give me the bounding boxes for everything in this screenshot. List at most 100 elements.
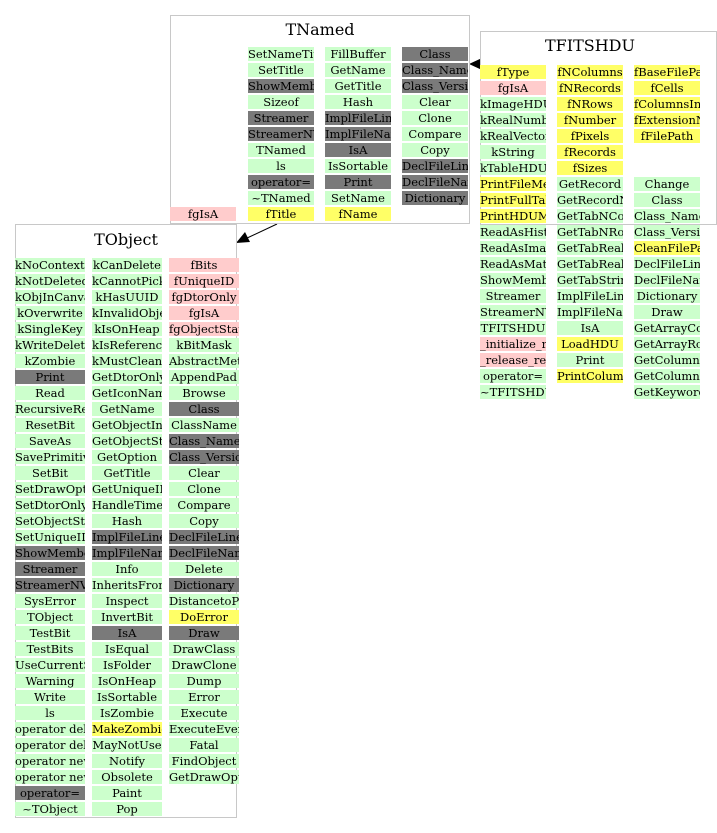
member-tfitshdu-showmembers[interactable]: ShowMembers (480, 273, 546, 287)
member-tobject-resetbit[interactable]: ResetBit (15, 418, 85, 432)
member-tfitshdu-printfilemetadata[interactable]: PrintFileMetadata (480, 177, 546, 191)
member-tfitshdu-getcolumnname[interactable]: GetColumnName (634, 353, 700, 367)
member-tfitshdu-gettabrealvectorcells[interactable]: GetTabRealVectorCells (557, 241, 623, 255)
member-tnamed-tnamed[interactable]: ~TNamed (248, 191, 314, 205)
member-tobject-isequal[interactable]: IsEqual (92, 642, 162, 656)
member-tobject-setbit[interactable]: SetBit (15, 466, 85, 480)
member-tobject-operator-delete[interactable]: operator delete[] (15, 738, 85, 752)
member-tfitshdu-kimagehdu[interactable]: kImageHDU (480, 97, 546, 111)
member-tfitshdu-fncolumns[interactable]: fNColumns (557, 65, 623, 79)
member-tobject-kisreferenced[interactable]: kIsReferenced (92, 338, 162, 352)
member-tnamed-compare[interactable]: Compare (402, 127, 468, 141)
member-tobject-declfileline[interactable]: DeclFileLine (169, 530, 239, 544)
member-tfitshdu-printfulltable[interactable]: PrintFullTable (480, 193, 546, 207)
member-tnamed-operator[interactable]: operator= (248, 175, 314, 189)
member-tfitshdu-getrecord[interactable]: GetRecord (557, 177, 623, 191)
member-tobject-drawclone[interactable]: DrawClone (169, 658, 239, 672)
member-tobject-fbits[interactable]: fBits (169, 258, 239, 272)
member-tfitshdu-fgisa[interactable]: fgIsA (480, 81, 546, 95)
member-tfitshdu-krealvector[interactable]: kRealVector (480, 129, 546, 143)
member-tobject-clone[interactable]: Clone (169, 482, 239, 496)
member-tnamed-settitle[interactable]: SetTitle (248, 63, 314, 77)
member-tobject-knotdeleted[interactable]: kNotDeleted (15, 274, 85, 288)
member-tfitshdu-class-version[interactable]: Class_Version (634, 225, 700, 239)
member-tnamed-class[interactable]: Class (402, 47, 468, 61)
member-tfitshdu-gettabstringcolumn[interactable]: GetTabStringColumn (557, 273, 623, 287)
member-tnamed-class-name[interactable]: Class_Name (402, 63, 468, 77)
member-tobject-kobjincanvas[interactable]: kObjInCanvas (15, 290, 85, 304)
member-tobject-write[interactable]: Write (15, 690, 85, 704)
member-tobject-class-version[interactable]: Class_Version (169, 450, 239, 464)
member-tobject-doerror[interactable]: DoError (169, 610, 239, 624)
member-tnamed-ftitle[interactable]: fTitle (248, 207, 314, 221)
member-tobject-issortable[interactable]: IsSortable (92, 690, 162, 704)
member-tnamed-ls[interactable]: ls (248, 159, 314, 173)
member-tfitshdu-streamer[interactable]: Streamer (480, 289, 546, 303)
member-tnamed-issortable[interactable]: IsSortable (325, 159, 391, 173)
member-tobject-testbits[interactable]: TestBits (15, 642, 85, 656)
member-tobject-dictionary[interactable]: Dictionary (169, 578, 239, 592)
member-tobject-maynotuse[interactable]: MayNotUse (92, 738, 162, 752)
member-tobject-isonheap[interactable]: IsOnHeap (92, 674, 162, 688)
member-tnamed-clone[interactable]: Clone (402, 111, 468, 125)
member-tfitshdu-krealnumber[interactable]: kRealNumber (480, 113, 546, 127)
member-tobject-syserror[interactable]: SysError (15, 594, 85, 608)
member-tobject-fgisa[interactable]: fgIsA (169, 306, 239, 320)
member-tfitshdu-printhdumetadata[interactable]: PrintHDUMetadata (480, 209, 546, 223)
member-tnamed-isa[interactable]: IsA (325, 143, 391, 157)
member-tfitshdu-draw[interactable]: Draw (634, 305, 700, 319)
member-tobject-isa[interactable]: IsA (92, 626, 162, 640)
member-tobject-execute[interactable]: Execute (169, 706, 239, 720)
member-tobject-class[interactable]: Class (169, 402, 239, 416)
member-tobject-funiqueid[interactable]: fUniqueID (169, 274, 239, 288)
member-tfitshdu-getkeywordvalue[interactable]: GetKeywordValue (634, 385, 700, 399)
member-tobject-ls[interactable]: ls (15, 706, 85, 720)
member-tobject-kwritedelete[interactable]: kWriteDelete (15, 338, 85, 352)
member-tfitshdu-printcolumninfo[interactable]: PrintColumnInfo (557, 369, 623, 383)
member-tobject-compare[interactable]: Compare (169, 498, 239, 512)
member-tobject-warning[interactable]: Warning (15, 674, 85, 688)
member-tobject-recursiveremove[interactable]: RecursiveRemove (15, 402, 85, 416)
member-tfitshdu-frecords[interactable]: fRecords (557, 145, 623, 159)
member-tnamed-copy[interactable]: Copy (402, 143, 468, 157)
member-tobject-makezombie[interactable]: MakeZombie (92, 722, 162, 736)
member-tobject-kcandelete[interactable]: kCanDelete (92, 258, 162, 272)
member-tfitshdu-implfilename[interactable]: ImplFileName (557, 305, 623, 319)
member-tobject-inspect[interactable]: Inspect (92, 594, 162, 608)
member-tnamed-sizeof[interactable]: Sizeof (248, 95, 314, 109)
member-tfitshdu-gettabnrows[interactable]: GetTabNRows (557, 225, 623, 239)
member-tobject-showmembers[interactable]: ShowMembers (15, 546, 85, 560)
member-tobject-operator[interactable]: operator= (15, 786, 85, 800)
member-tnamed-tnamed[interactable]: TNamed (248, 143, 314, 157)
member-tobject-getoption[interactable]: GetOption (92, 450, 162, 464)
member-tnamed-gettitle[interactable]: GetTitle (325, 79, 391, 93)
member-tobject-usecurrentstyle[interactable]: UseCurrentStyle (15, 658, 85, 672)
member-tobject-clear[interactable]: Clear (169, 466, 239, 480)
member-tfitshdu-class-name[interactable]: Class_Name (634, 209, 700, 223)
member-tfitshdu-ftype[interactable]: fType (480, 65, 546, 79)
member-tnamed-streamer[interactable]: Streamer (248, 111, 314, 125)
member-tobject-findobject[interactable]: FindObject (169, 754, 239, 768)
member-tnamed-declfilename[interactable]: DeclFileName (402, 175, 468, 189)
member-tobject-implfileline[interactable]: ImplFileLine (92, 530, 162, 544)
member-tfitshdu-declfileline[interactable]: DeclFileLine (634, 257, 700, 271)
member-tobject-operator-delete[interactable]: operator delete (15, 722, 85, 736)
member-tobject-khasuuid[interactable]: kHasUUID (92, 290, 162, 304)
member-tfitshdu-gettabncolumns[interactable]: GetTabNColumns (557, 209, 623, 223)
member-tobject-draw[interactable]: Draw (169, 626, 239, 640)
member-tobject-distancetoprimitive[interactable]: DistancetoPrimitive (169, 594, 239, 608)
member-tnamed-setnametitle[interactable]: SetNameTitle (248, 47, 314, 61)
member-tfitshdu-getarraycolumn[interactable]: GetArrayColumn (634, 321, 700, 335)
member-tobject-streamernvirtual[interactable]: StreamerNVirtual (15, 578, 85, 592)
member-tfitshdu-fbasefilepath[interactable]: fBaseFilePath (634, 65, 700, 79)
member-tobject-declfilename[interactable]: DeclFileName (169, 546, 239, 560)
member-tfitshdu-fcolumnsinfo[interactable]: fColumnsInfo (634, 97, 700, 111)
member-tfitshdu-fnumber[interactable]: fNumber (557, 113, 623, 127)
member-tobject-getdtoronly[interactable]: GetDtorOnly (92, 370, 162, 384)
member-tobject-notify[interactable]: Notify (92, 754, 162, 768)
member-tobject-abstractmethod[interactable]: AbstractMethod (169, 354, 239, 368)
member-tobject-operator-new[interactable]: operator new (15, 754, 85, 768)
member-tobject-setdtoronly[interactable]: SetDtorOnly (15, 498, 85, 512)
member-tobject-kbitmask[interactable]: kBitMask (169, 338, 239, 352)
member-tobject-getobjectstat[interactable]: GetObjectStat (92, 434, 162, 448)
